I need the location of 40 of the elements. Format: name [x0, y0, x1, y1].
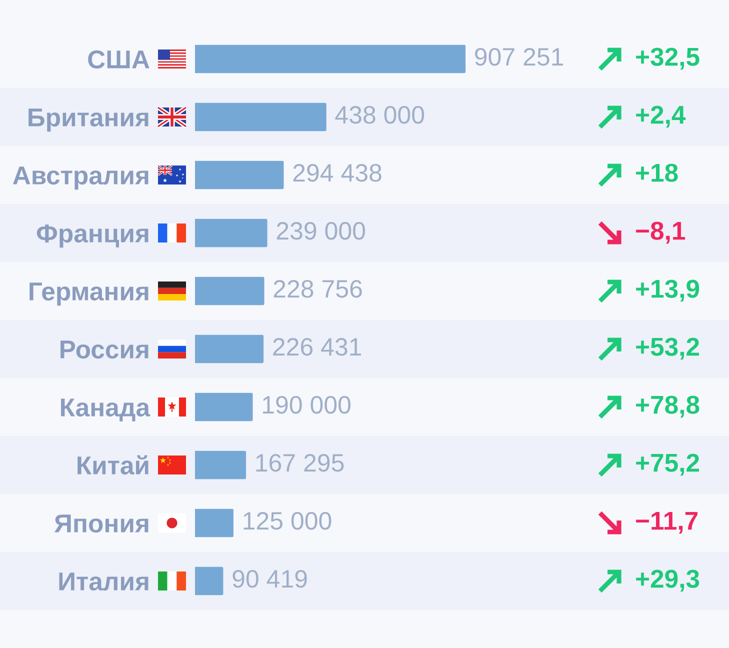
annotation: +53,2: [636, 338, 699, 360]
annotation: +13,9: [636, 280, 700, 302]
y-tick-label: Италия: [59, 572, 148, 591]
bar: [195, 334, 264, 364]
bar: [195, 508, 234, 538]
annotation: +18: [636, 164, 678, 182]
y-tick-label: Китай: [78, 455, 148, 475]
bar: [195, 160, 284, 190]
y-tick-label: Канада: [61, 398, 150, 422]
bar: [195, 450, 246, 480]
data-label: 125 000: [244, 512, 332, 530]
data-label: 907 251: [475, 48, 564, 66]
bar: [195, 276, 264, 306]
y-tick-label: США: [88, 50, 150, 69]
data-label: 294 438: [293, 164, 382, 182]
bar: [195, 102, 326, 132]
annotation: +75,2: [636, 454, 699, 476]
y-tick-label: Япония: [54, 514, 148, 533]
data-label: 90 419: [232, 570, 307, 588]
data-label: 190 000: [262, 396, 350, 414]
data-label: 239 000: [276, 222, 366, 240]
annotation: +29,3: [636, 570, 700, 592]
data-label: 226 431: [273, 338, 362, 356]
bar: [195, 392, 253, 422]
y-tick-label: Франция: [36, 224, 148, 248]
y-tick-label: Австралия: [12, 166, 148, 190]
annotation: +78,8: [636, 396, 700, 418]
y-tick-label: Россия: [60, 340, 148, 359]
annotation: +32,5: [636, 48, 700, 70]
y-tick-label: Британия: [28, 108, 148, 132]
y-tick-label: Германия: [30, 282, 148, 306]
bar: [195, 218, 268, 248]
data-label: 438 000: [335, 106, 424, 124]
annotation: −8,1: [636, 222, 686, 244]
bar: [195, 566, 224, 596]
bar: [195, 44, 466, 74]
data-label: 167 295: [256, 454, 344, 472]
data-label: 228 756: [274, 280, 362, 298]
annotation: −11,7: [636, 512, 698, 534]
annotation: +2,4: [636, 106, 686, 128]
